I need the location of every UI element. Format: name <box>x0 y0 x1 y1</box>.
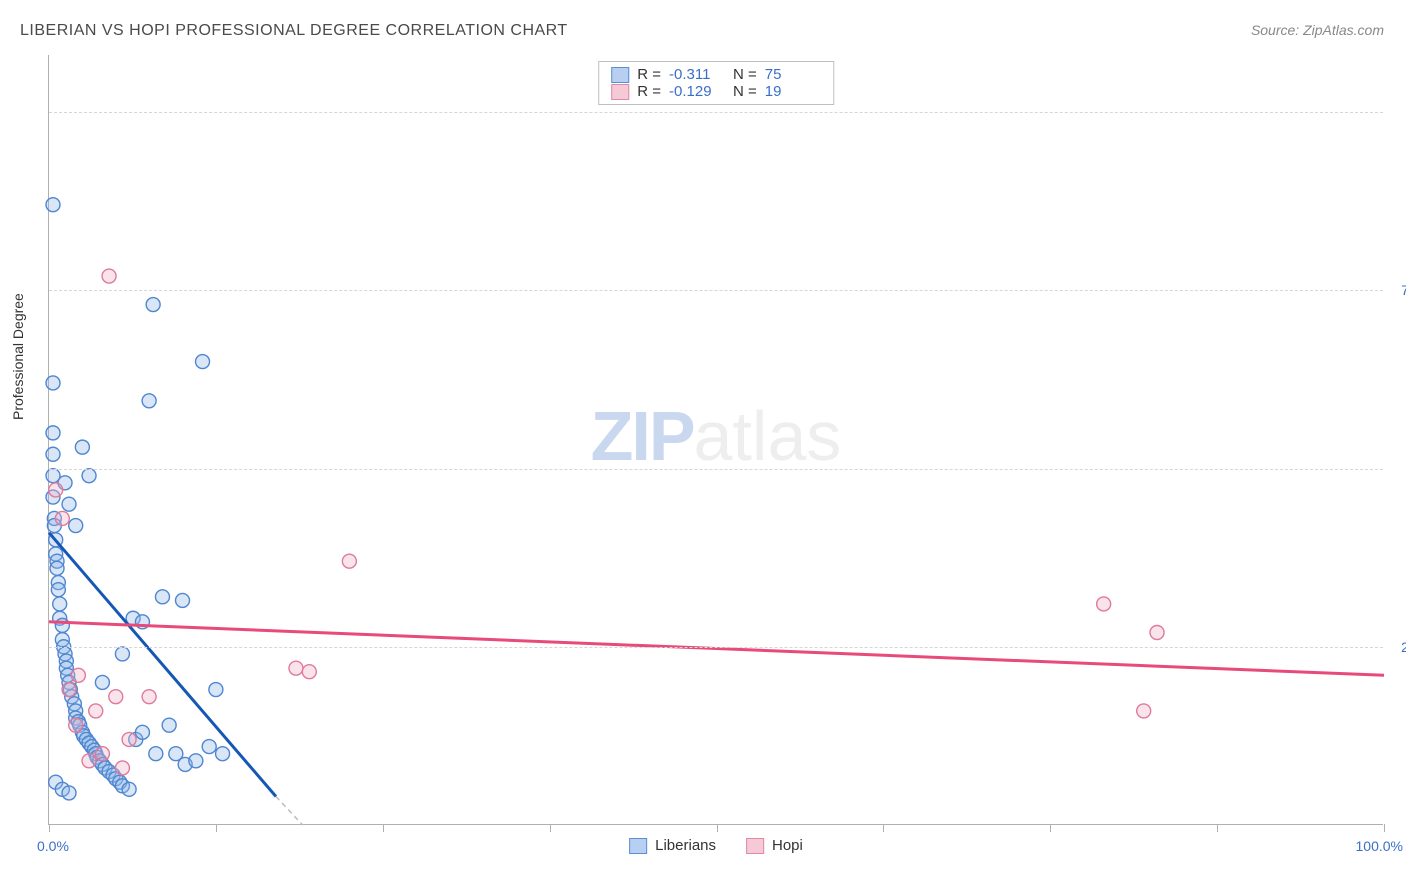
data-point <box>149 747 163 761</box>
chart-svg <box>49 55 1383 824</box>
stats-n-value-1: 75 <box>765 66 821 83</box>
plot-area: ZIPatlas R = -0.311 N = 75 R = -0.129 N … <box>48 55 1383 825</box>
data-point <box>1137 704 1151 718</box>
data-point <box>49 483 63 497</box>
data-point <box>176 593 190 607</box>
data-point <box>196 355 210 369</box>
stats-row-hopi: R = -0.129 N = 19 <box>611 83 821 100</box>
x-tick <box>1217 824 1218 832</box>
data-point <box>189 754 203 768</box>
x-tick <box>49 824 50 832</box>
x-tick <box>216 824 217 832</box>
y-axis-label: Professional Degree <box>10 293 26 420</box>
x-tick-label-min: 0.0% <box>37 838 69 854</box>
data-point <box>202 740 216 754</box>
stats-row-liberians: R = -0.311 N = 75 <box>611 66 821 83</box>
data-point <box>209 683 223 697</box>
data-point <box>289 661 303 675</box>
data-point <box>46 198 60 212</box>
trend-line <box>49 622 1384 675</box>
data-point <box>142 394 156 408</box>
x-tick <box>1050 824 1051 832</box>
stats-r-value-2: -0.129 <box>669 83 725 100</box>
data-point <box>71 668 85 682</box>
data-point <box>53 597 67 611</box>
swatch-liberians <box>611 67 629 83</box>
data-point <box>82 754 96 768</box>
data-point <box>46 426 60 440</box>
data-point <box>46 447 60 461</box>
data-point <box>115 647 129 661</box>
data-point <box>146 298 160 312</box>
data-point <box>55 618 69 632</box>
stats-n-label: N = <box>733 83 757 100</box>
data-point <box>109 690 123 704</box>
data-point <box>55 511 69 525</box>
data-point <box>50 561 64 575</box>
data-point <box>46 376 60 390</box>
data-point <box>51 583 65 597</box>
data-point <box>1150 626 1164 640</box>
swatch-liberians <box>629 838 647 854</box>
x-tick-label-max: 100.0% <box>1356 838 1403 854</box>
legend-label: Liberians <box>655 837 716 854</box>
data-point <box>135 725 149 739</box>
y-tick-label: 2.5% <box>1401 639 1406 655</box>
data-point <box>342 554 356 568</box>
data-point <box>62 683 76 697</box>
x-tick <box>1384 824 1385 832</box>
data-point <box>89 704 103 718</box>
legend-item-liberians: Liberians <box>629 837 716 854</box>
chart-title: LIBERIAN VS HOPI PROFESSIONAL DEGREE COR… <box>20 22 568 40</box>
data-point <box>62 786 76 800</box>
x-tick <box>550 824 551 832</box>
data-point <box>95 675 109 689</box>
data-point <box>75 440 89 454</box>
x-tick <box>383 824 384 832</box>
data-point <box>142 690 156 704</box>
data-point <box>162 718 176 732</box>
data-point <box>122 732 136 746</box>
stats-r-value-1: -0.311 <box>669 66 725 83</box>
data-point <box>69 519 83 533</box>
data-point <box>155 590 169 604</box>
stats-n-label: N = <box>733 66 757 83</box>
data-point <box>95 747 109 761</box>
x-tick <box>883 824 884 832</box>
stats-n-value-2: 19 <box>765 83 821 100</box>
legend: Liberians Hopi <box>629 837 803 854</box>
data-point <box>302 665 316 679</box>
source-attribution: Source: ZipAtlas.com <box>1251 22 1384 38</box>
data-point <box>1097 597 1111 611</box>
data-point <box>69 718 83 732</box>
data-point <box>102 269 116 283</box>
data-point <box>62 497 76 511</box>
gridline <box>49 290 1383 291</box>
stats-r-label: R = <box>637 66 661 83</box>
data-point <box>122 782 136 796</box>
data-point <box>216 747 230 761</box>
data-point <box>82 469 96 483</box>
trend-line <box>276 796 303 825</box>
stats-r-label: R = <box>637 83 661 100</box>
legend-item-hopi: Hopi <box>746 837 803 854</box>
gridline <box>49 647 1383 648</box>
x-tick <box>717 824 718 832</box>
y-tick-label: 7.5% <box>1401 282 1406 298</box>
legend-label: Hopi <box>772 837 803 854</box>
gridline <box>49 112 1383 113</box>
swatch-hopi <box>611 84 629 100</box>
gridline <box>49 469 1383 470</box>
data-point <box>115 761 129 775</box>
swatch-hopi <box>746 838 764 854</box>
stats-box: R = -0.311 N = 75 R = -0.129 N = 19 <box>598 61 834 105</box>
